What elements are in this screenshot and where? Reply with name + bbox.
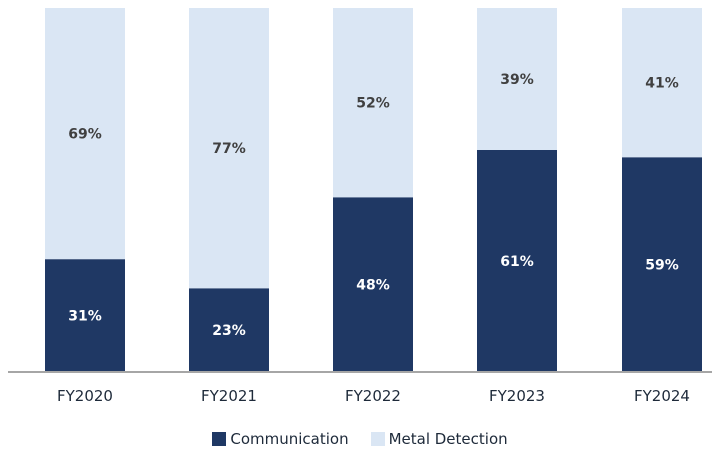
- data-label-communication-fy2023: 61%: [500, 254, 534, 270]
- legend-label-communication: Communication: [230, 430, 349, 448]
- stacked-bar-chart: 31%69%23%77%48%52%61%39%59%41% FY2020 FY2…: [8, 8, 712, 405]
- data-label-metal-detection-fy2022: 52%: [356, 96, 390, 112]
- category-labels: FY2020 FY2021 FY2022 FY2023 FY2024: [57, 387, 690, 405]
- bars-group: 31% 69% 23% 77% 48% 52% 61% 39% 59% 41%: [45, 8, 702, 372]
- bar-communication-fy2022: [333, 197, 413, 372]
- bar-communication-fy2020: [45, 259, 125, 372]
- legend-swatch-communication: [212, 432, 227, 446]
- legend-item-metal-detection: Metal Detection: [370, 430, 508, 448]
- data-label-communication-fy2021: 23%: [212, 323, 246, 339]
- data-label-communication-fy2020: 31%: [68, 309, 102, 325]
- category-label-fy2023: FY2023: [489, 387, 545, 405]
- legend-swatch-metal-detection: [370, 432, 385, 446]
- bar-metal-detection-fy2024: [622, 8, 702, 158]
- bar-communication-fy2024: [622, 157, 702, 372]
- category-label-fy2020: FY2020: [57, 387, 113, 405]
- bar-communication-fy2023: [477, 149, 557, 372]
- bar-metal-detection-fy2020: [45, 8, 125, 260]
- bar-communication-fy2021: [189, 288, 269, 372]
- data-label-metal-detection-fy2021: 77%: [212, 141, 246, 157]
- category-label-fy2022: FY2022: [345, 387, 401, 405]
- category-label-fy2021: FY2021: [201, 387, 257, 405]
- bar-metal-detection-fy2021: [189, 8, 269, 289]
- data-label-metal-detection-fy2024: 41%: [645, 76, 679, 92]
- data-label-communication-fy2024: 59%: [645, 258, 679, 274]
- bar-metal-detection-fy2022: [333, 8, 413, 198]
- legend-item-communication: Communication: [212, 430, 349, 448]
- data-label-metal-detection-fy2020: 69%: [68, 127, 102, 143]
- category-label-fy2024: FY2024: [634, 387, 690, 405]
- data-label-metal-detection-fy2023: 39%: [500, 72, 534, 88]
- bar-metal-detection-fy2023: [477, 8, 557, 150]
- legend-label-metal-detection: Metal Detection: [388, 430, 508, 448]
- legend: Communication Metal Detection: [0, 428, 720, 450]
- data-label-communication-fy2022: 48%: [356, 278, 390, 294]
